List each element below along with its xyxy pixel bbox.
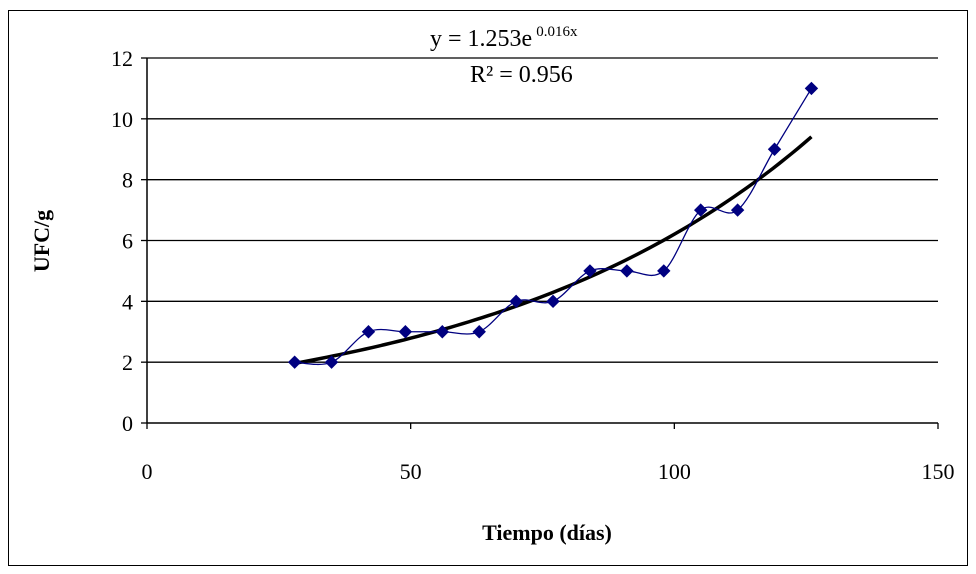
x-axis-title: Tiempo (días) xyxy=(482,520,612,545)
data-point-marker xyxy=(620,264,634,278)
data-point-marker xyxy=(693,203,708,217)
chart-frame xyxy=(8,10,968,566)
data-point-marker xyxy=(546,294,560,309)
data-point-marker xyxy=(361,325,376,339)
trendline xyxy=(294,135,813,366)
data-point-marker xyxy=(287,355,302,369)
data-point-marker xyxy=(657,264,671,278)
data-point-marker xyxy=(435,325,450,339)
y-tick-label: 0 xyxy=(122,411,133,436)
x-tick-label: 100 xyxy=(658,459,691,484)
x-tick-label: 150 xyxy=(922,459,955,484)
data-point-marker xyxy=(472,325,486,339)
data-point-marker xyxy=(509,294,523,309)
axes-layer xyxy=(141,57,939,429)
data-point-marker xyxy=(804,81,819,96)
y-tick-label: 4 xyxy=(122,289,133,314)
tick-label-layer: 0 2 4 6 8 10 12 0 50 100 150 xyxy=(111,46,955,484)
trendline-r-squared: R² = 0.956 xyxy=(470,62,573,88)
data-point-marker xyxy=(398,325,413,339)
y-tick-label: 10 xyxy=(111,107,133,132)
x-tick-label: 50 xyxy=(400,459,422,484)
trendline-equation-base: y = 1.253e xyxy=(430,26,532,52)
x-tick-label: 0 xyxy=(142,459,153,484)
series-layer xyxy=(287,81,819,369)
y-tick-label: 6 xyxy=(122,229,133,254)
trendline-equation-exponent: 0.016x xyxy=(536,24,578,40)
y-tick-label: 2 xyxy=(122,350,133,375)
data-point-marker xyxy=(583,264,597,278)
series-line xyxy=(294,88,812,366)
trendline-equation: y = 1.253e 0.016x xyxy=(430,24,578,52)
trendline-layer xyxy=(294,135,813,366)
y-tick-label: 12 xyxy=(111,46,133,71)
data-point-marker xyxy=(324,355,339,369)
y-tick-label: 8 xyxy=(122,168,133,193)
grid-layer xyxy=(147,57,938,363)
y-axis-title: UFC/g xyxy=(29,210,54,272)
data-point-marker xyxy=(767,142,782,156)
data-point-marker xyxy=(730,203,745,217)
